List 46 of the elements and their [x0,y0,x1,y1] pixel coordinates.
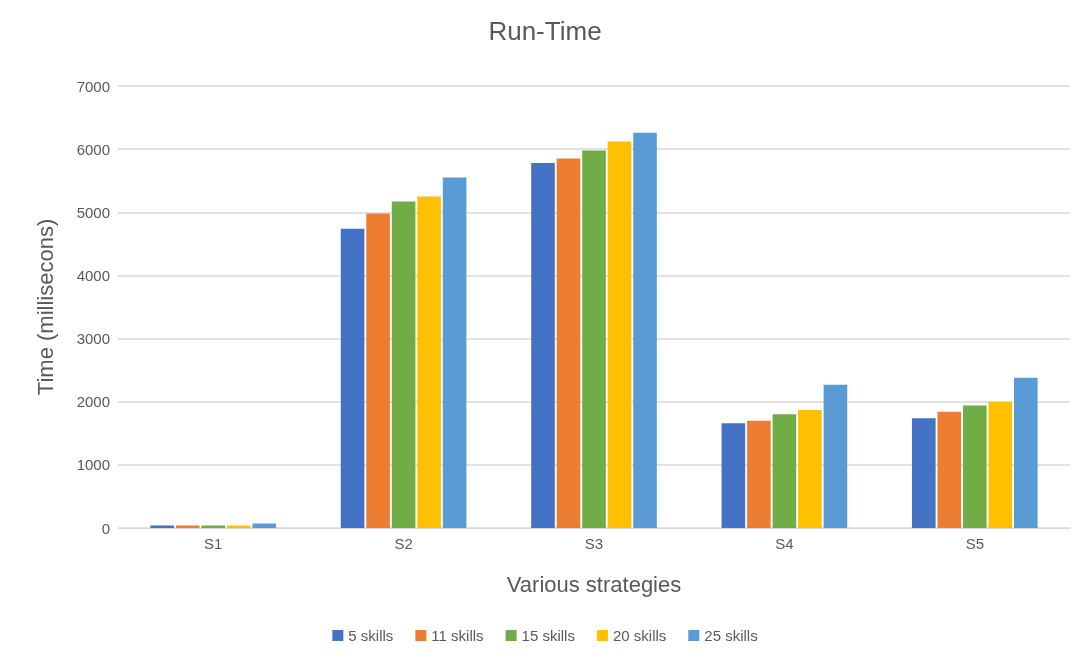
bar [442,177,467,528]
bar [747,420,771,528]
bar [417,196,441,528]
bar [366,213,390,528]
y-tick-label: 6000 [76,140,110,158]
legend-label: 11 skills [431,627,484,644]
bar [252,523,277,528]
bar [798,409,822,528]
bar [823,384,848,528]
y-tick-label: 2000 [76,393,110,411]
y-tick-label: 0 [101,519,110,537]
y-tick-label: 3000 [76,330,110,348]
bar [391,201,416,528]
chart-title: Run-Time [488,16,602,46]
bar [226,525,251,528]
y-tick-label: 5000 [76,203,110,221]
bar [633,132,657,528]
x-tick-label: S3 [584,535,604,552]
y-tick-label: 4000 [76,266,110,284]
x-axis-title: Various strategies [506,571,682,597]
bar [556,158,581,528]
bar [772,414,797,528]
bar [911,418,936,528]
bar [988,401,1013,528]
bar [201,525,226,528]
bar [150,525,174,528]
bar [531,163,555,528]
legend-label: 15 skills [521,627,575,644]
bar [175,525,200,528]
bar [607,141,632,528]
bar [582,150,606,528]
x-tick-label: S4 [775,535,794,552]
x-tick-label: S5 [965,535,984,552]
y-tick-label: 1000 [76,456,110,474]
legend-label: 25 skills [704,627,758,644]
bar [721,423,746,528]
x-tick-label: S2 [394,535,413,552]
y-tick-label: 7000 [76,77,110,95]
bar [937,411,962,528]
x-tick-label: S1 [204,535,223,552]
bar [962,405,987,528]
bar [340,228,365,528]
bar [1014,377,1038,528]
y-axis-title: Time (millisecons) [32,218,58,396]
legend-label: 5 skills [348,627,394,644]
legend-label: 20 skills [612,627,667,644]
